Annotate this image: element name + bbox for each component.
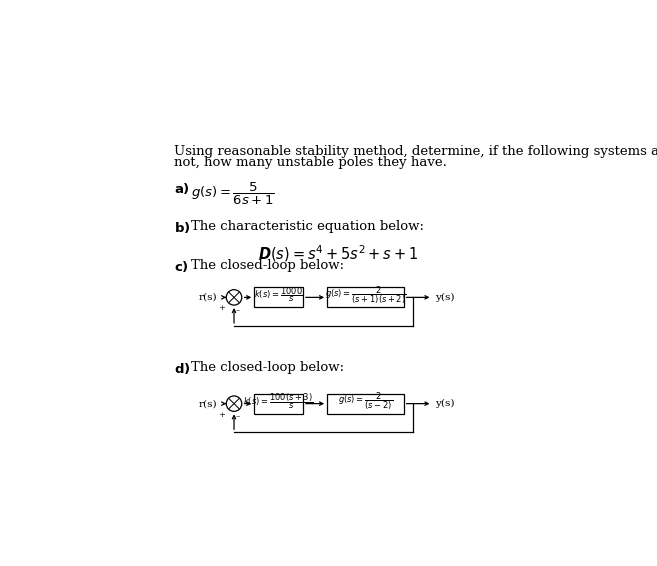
Text: –: –: [236, 306, 240, 314]
Text: $g(s) = \dfrac{2}{(s-2)}$: $g(s) = \dfrac{2}{(s-2)}$: [338, 391, 393, 412]
Text: $\mathbf{d)}$: $\mathbf{d)}$: [173, 361, 190, 375]
FancyBboxPatch shape: [254, 393, 303, 414]
Text: not, how many unstable poles they have.: not, how many unstable poles they have.: [173, 156, 447, 169]
Text: $g(s) = \dfrac{2}{(s+1)(s+2)}$: $g(s) = \dfrac{2}{(s+1)(s+2)}$: [325, 284, 406, 306]
Text: y(s): y(s): [436, 293, 455, 302]
Text: r(s): r(s): [198, 399, 217, 408]
Text: $\mathbf{c)}$: $\mathbf{c)}$: [173, 259, 189, 274]
Text: $\mathbf{b)}$: $\mathbf{b)}$: [173, 220, 190, 235]
FancyBboxPatch shape: [327, 288, 404, 307]
FancyBboxPatch shape: [327, 393, 404, 414]
Text: $k(s) = \dfrac{100(s+3)}{s}$: $k(s) = \dfrac{100(s+3)}{s}$: [243, 392, 314, 411]
FancyBboxPatch shape: [254, 288, 303, 307]
Text: The characteristic equation below:: The characteristic equation below:: [191, 220, 424, 233]
Text: $g(s) = \dfrac{5}{6s+1}$: $g(s) = \dfrac{5}{6s+1}$: [191, 181, 275, 207]
Text: y(s): y(s): [436, 399, 455, 408]
Text: $\boldsymbol{D}(s) = s^4 + 5s^2 + s + 1$: $\boldsymbol{D}(s) = s^4 + 5s^2 + s + 1$: [258, 243, 418, 264]
Text: +: +: [219, 410, 225, 419]
Text: Using reasonable stability method, determine, if the following systems are stabl: Using reasonable stability method, deter…: [173, 145, 657, 158]
Text: r(s): r(s): [198, 293, 217, 302]
Text: –: –: [236, 412, 240, 420]
Text: $\mathbf{a)}$: $\mathbf{a)}$: [173, 181, 189, 196]
Text: The closed-loop below:: The closed-loop below:: [191, 259, 344, 272]
Text: +: +: [219, 305, 225, 312]
Text: $k(s) = \dfrac{1000}{s}$: $k(s) = \dfrac{1000}{s}$: [254, 286, 304, 305]
Text: The closed-loop below:: The closed-loop below:: [191, 361, 344, 374]
